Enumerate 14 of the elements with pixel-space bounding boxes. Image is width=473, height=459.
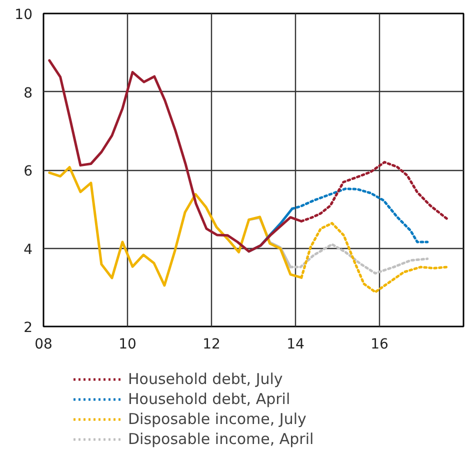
legend-label: Disposable income, July xyxy=(128,409,306,429)
x-tick-label: 16 xyxy=(370,336,388,352)
y-tick-label: 2 xyxy=(24,320,33,336)
y-tick-label: 4 xyxy=(24,242,33,258)
legend-label: Disposable income, April xyxy=(128,429,314,449)
y-tick-label: 8 xyxy=(24,85,33,102)
x-tick-label: 10 xyxy=(118,336,136,352)
legend-label: Household debt, April xyxy=(128,389,290,409)
y-tick-label: 10 xyxy=(14,7,33,23)
y-tick-label: 6 xyxy=(24,164,33,180)
x-tick-label: 08 xyxy=(34,336,52,352)
x-tick-label: 12 xyxy=(202,336,220,352)
legend-label: Household debt, July xyxy=(128,369,283,389)
x-tick-label: 14 xyxy=(286,336,304,352)
